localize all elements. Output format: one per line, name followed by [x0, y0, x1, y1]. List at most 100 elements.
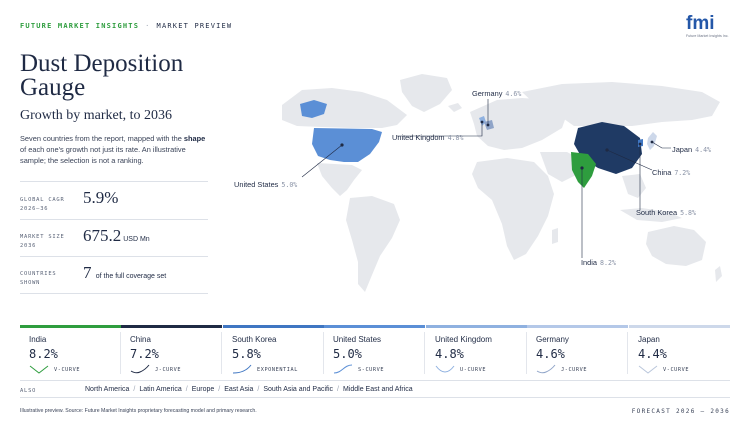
card-china[interactable]: China 7.2% J-CURVE [121, 325, 222, 375]
stat-market-size-label: MARKET SIZE 2036 [20, 234, 65, 249]
region-link-middle-east-africa[interactable]: Middle East and Africa [342, 386, 413, 393]
dot-india [580, 166, 584, 170]
africa-shape [472, 158, 554, 260]
dot-us [340, 143, 344, 147]
card-curve-type: V-CURVE [663, 367, 690, 373]
mexico-shape [317, 163, 362, 196]
map-label-germany-pct: 4.6% [505, 90, 522, 98]
canada-shape [282, 88, 407, 128]
fmi-logo[interactable]: fmi Future Market Insights Inc. [686, 14, 732, 45]
australia-shape [646, 226, 706, 266]
map-label-united-states[interactable]: United States 5.0% [234, 180, 297, 189]
stat-countries-label: COUNTRIES SHOWN [20, 271, 57, 286]
leader-japan [651, 141, 671, 149]
region-link-europe[interactable]: Europe [191, 386, 215, 393]
j-curve-icon [130, 364, 150, 374]
stat-cagr-label: GLOBAL CAGR 2026–36 [20, 197, 65, 212]
card-curve-type: EXPONENTIAL [257, 367, 298, 373]
page-description: Seven countries from the report, mapped … [20, 133, 210, 166]
countries-number: 7 [83, 263, 92, 282]
map-label-india-pct: 8.2% [600, 259, 616, 267]
card-india[interactable]: India 8.2% V-CURVE [20, 325, 121, 375]
card-value: 7.2% [130, 347, 159, 361]
card-name: South Korea [232, 335, 277, 344]
russia-shape [522, 82, 720, 126]
also-label: ALSO [20, 388, 37, 394]
madagascar-shape [552, 228, 558, 244]
map-label-india[interactable]: India 8.2% [581, 258, 616, 267]
new-zealand-shape [715, 266, 722, 282]
u-curve-icon [435, 365, 455, 373]
map-label-sk-pct: 5.8% [680, 209, 696, 217]
card-name: India [29, 335, 47, 344]
region-links: North America / Latin America / Europe / East … [85, 386, 413, 393]
brand-name[interactable]: FUTURE MARKET INSIGHTS [20, 22, 140, 30]
card-united-states[interactable]: United States 5.0% S-CURVE [324, 325, 425, 375]
description-text-1: Seven countries from the report, mapped … [20, 134, 184, 143]
description-text-2: of each one's growth not just its rate. … [20, 145, 186, 165]
region-link-north-america[interactable]: North America [85, 386, 130, 393]
card-name: China [130, 335, 151, 344]
region-link-south-asia-pacific[interactable]: South Asia and Pacific [263, 386, 334, 393]
card-japan[interactable]: Japan 4.4% V-CURVE [629, 325, 730, 375]
alaska-shape [300, 100, 327, 118]
dot-germany [486, 123, 490, 127]
map-label-germany[interactable]: Germany 4.6% [472, 89, 521, 98]
footer-source: Illustrative preview. Source: Future Mar… [20, 408, 257, 414]
europe-shape [470, 98, 567, 150]
map-label-united-kingdom[interactable]: United Kingdom 4.8% [392, 133, 463, 142]
region-separator: / [337, 386, 339, 393]
v-curve-icon [29, 365, 49, 374]
card-curve-type: J-CURVE [155, 367, 182, 373]
description-bold: shape [183, 134, 206, 143]
leader-dots [340, 120, 654, 170]
south-america-shape [346, 196, 400, 292]
map-label-sk-name: South Korea [636, 208, 678, 217]
map-label-uk-name: United Kingdom [392, 133, 445, 142]
world-map [282, 74, 722, 292]
map-label-china[interactable]: China 7.2% [652, 168, 690, 177]
card-divider [526, 332, 527, 374]
region-separator: / [133, 386, 136, 393]
region-separator: / [185, 386, 188, 393]
card-value: 4.8% [435, 347, 464, 361]
logo-mark: fmi [686, 14, 732, 33]
card-value: 5.0% [333, 347, 362, 361]
card-divider [221, 332, 222, 374]
market-size-number: 675.2 [83, 226, 122, 245]
leader-china [606, 149, 653, 171]
card-united-kingdom[interactable]: United Kingdom 4.8% U-CURVE [426, 325, 527, 375]
card-divider [323, 332, 324, 374]
map-label-china-pct: 7.2% [674, 169, 691, 177]
card-curve-type: V-CURVE [54, 367, 81, 373]
country-cards: India 8.2% V-CURVE China 7.2% J-CURVE So… [20, 325, 730, 375]
region-link-latin-america[interactable]: Latin America [139, 386, 182, 393]
region-link-east-asia[interactable]: East Asia [224, 386, 254, 393]
dot-uk [480, 120, 484, 124]
land-masses [282, 74, 722, 292]
dot-south-korea [638, 142, 642, 146]
footer-forecast: FORECAST 2026 – 2036 [631, 408, 730, 415]
united-states-shape[interactable] [312, 128, 382, 162]
j-curve-icon [536, 364, 556, 374]
map-label-india-name: India [581, 258, 598, 267]
region-separator: / [257, 386, 260, 393]
page-title: Dust Deposition Gauge [20, 50, 184, 101]
page-subtitle: Growth by market, to 2036 [20, 108, 173, 123]
card-divider [627, 332, 628, 374]
stat-countries: COUNTRIES SHOWN 7 of the full coverage s… [20, 256, 208, 294]
southeast-asia-shape [622, 174, 646, 198]
card-name: United States [333, 335, 382, 344]
india-shape[interactable] [571, 152, 596, 188]
map-label-japan[interactable]: Japan 4.4% [672, 145, 711, 154]
map-label-japan-pct: 4.4% [695, 146, 712, 154]
card-curve-type: U-CURVE [460, 367, 487, 373]
exponential-curve-icon [232, 364, 252, 374]
map-label-us-pct: 5.0% [281, 181, 298, 189]
card-south-korea[interactable]: South Korea 5.8% EXPONENTIAL [223, 325, 324, 375]
map-label-japan-name: Japan [672, 145, 693, 154]
card-germany[interactable]: Germany 4.6% J-CURVE [527, 325, 628, 375]
market-size-unit: USD Mn [123, 236, 150, 243]
countries-suffix: of the full coverage set [95, 273, 167, 280]
map-label-south-korea[interactable]: South Korea 5.8% [636, 208, 696, 217]
